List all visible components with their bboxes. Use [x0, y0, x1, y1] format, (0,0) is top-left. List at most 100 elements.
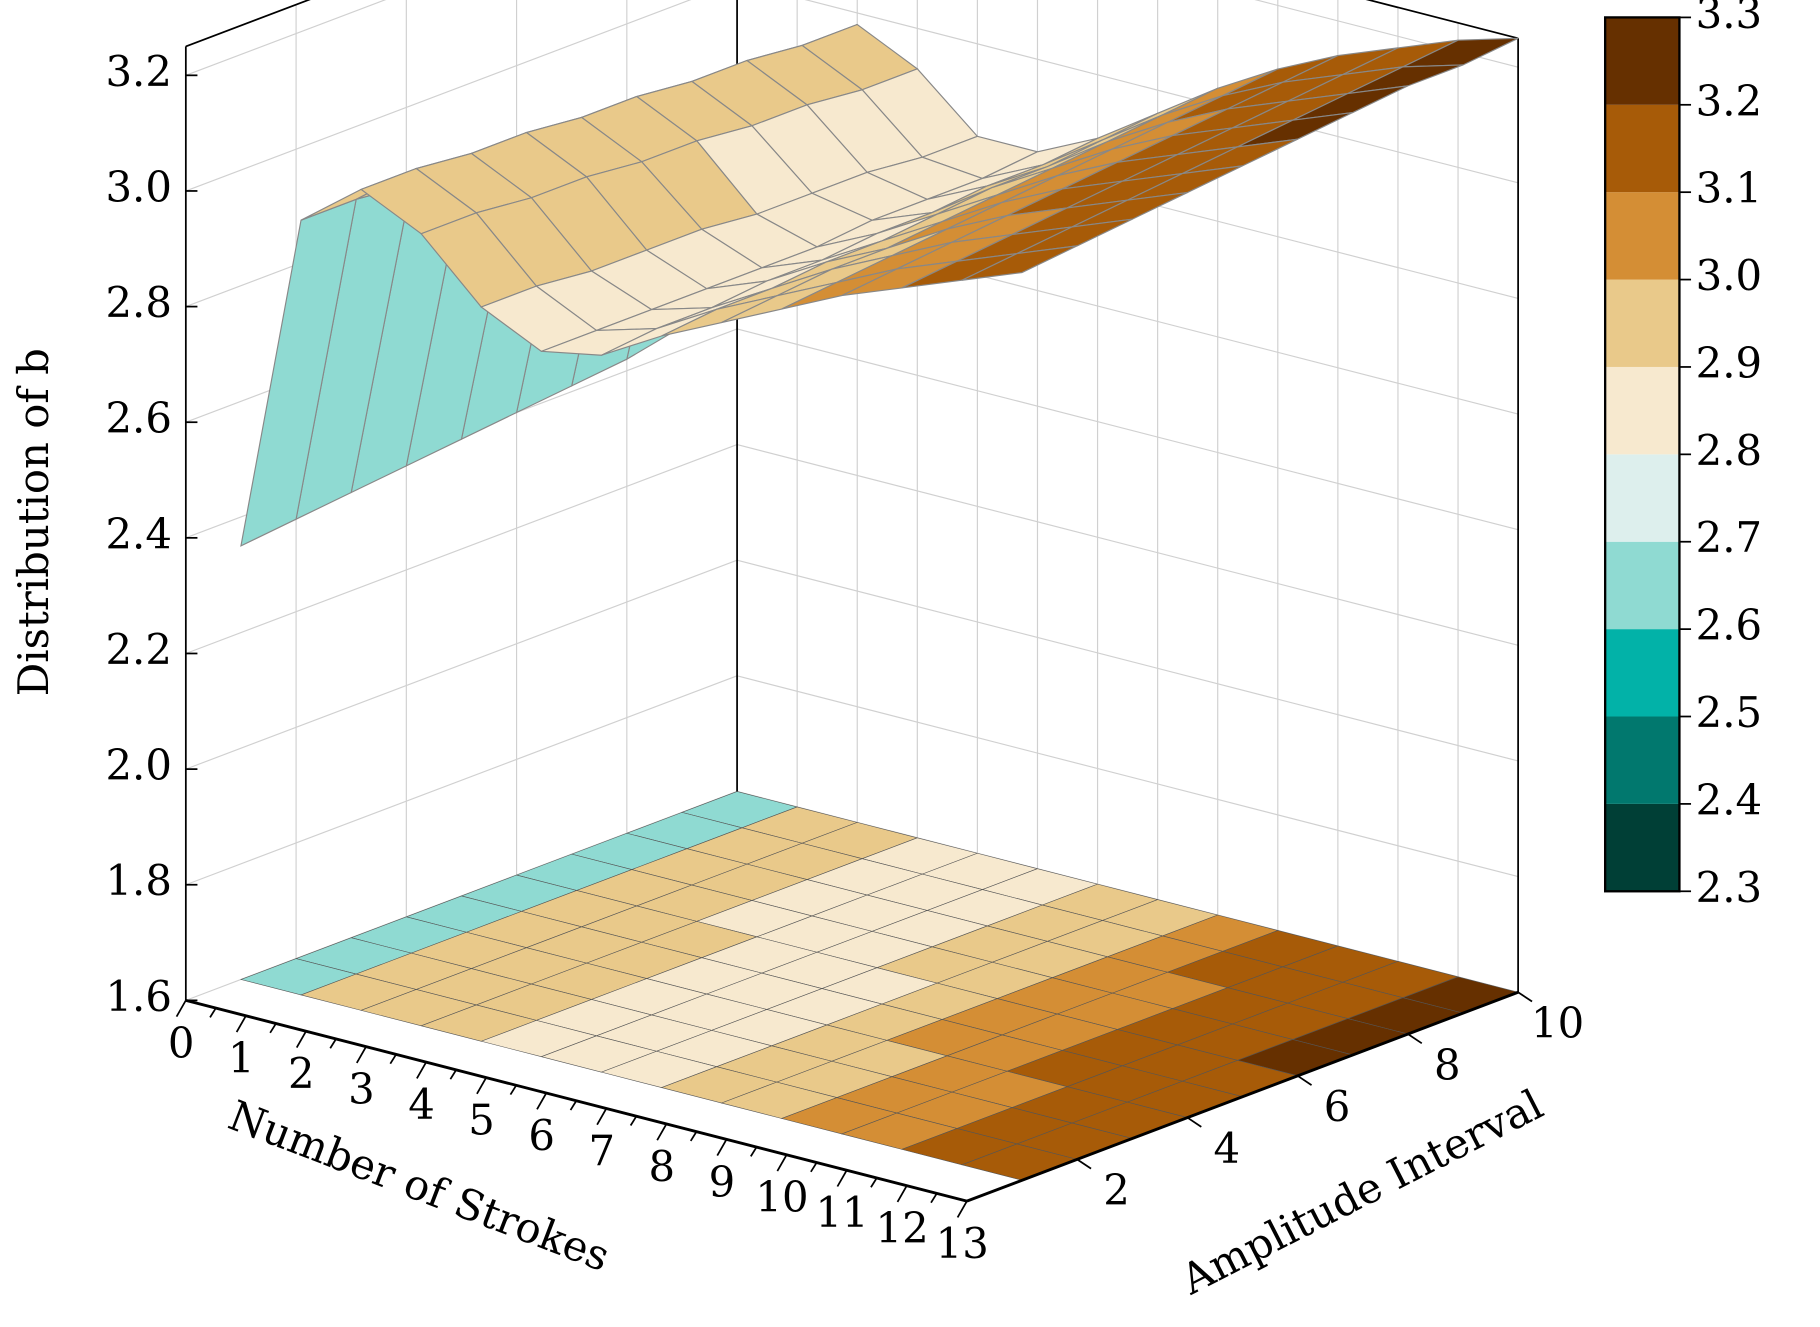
z-tick-label: 2.2: [105, 625, 171, 674]
tick-mark: [295, 1030, 307, 1048]
y-tick-label: 10: [1531, 999, 1584, 1048]
axis-line: [1365, 0, 1519, 40]
z-tick-label: 3.0: [105, 162, 171, 211]
grid-line: [1254, 0, 1519, 68]
colorbar-tick-label: 3.0: [1696, 251, 1762, 300]
tick-mark: [716, 1138, 728, 1157]
grid-line: [804, 0, 1519, 184]
tick-mark: [896, 1185, 908, 1203]
colorbar-segment: [1605, 192, 1680, 280]
minor-tick: [750, 1146, 758, 1157]
y-tick-label: 2: [1103, 1166, 1130, 1215]
z-tick-label: 1.6: [105, 972, 171, 1021]
axis-line: [966, 990, 1519, 1203]
minor-tick: [269, 1023, 277, 1034]
grid-line: [185, 675, 738, 886]
colorbar-tick-label: 2.3: [1696, 863, 1762, 912]
colorbar-tick-label: 2.7: [1696, 513, 1762, 562]
z-tick-label: 2.6: [105, 394, 171, 443]
x-tick-label: 3: [348, 1065, 375, 1114]
x-tick-label: 13: [936, 1219, 989, 1268]
x-tick-label: 6: [528, 1111, 555, 1160]
x-tick-label: 4: [408, 1080, 435, 1129]
grid-line: [185, 0, 387, 76]
colorbar-segment: [1605, 629, 1680, 717]
colorbar-tick-label: 3.1: [1696, 164, 1762, 213]
colorbar-segment: [1605, 454, 1680, 542]
x-tick-label: 5: [468, 1096, 495, 1145]
minor-tick: [689, 1131, 698, 1142]
tick-mark: [1186, 1116, 1202, 1128]
x-tick-label: 10: [755, 1173, 808, 1222]
grid-line: [185, 0, 692, 192]
tick-mark: [776, 1154, 788, 1172]
grid-line: [736, 328, 1519, 531]
minor-tick: [509, 1084, 518, 1096]
y-tick-label: 6: [1324, 1082, 1351, 1131]
colorbar-tick-label: 2.8: [1696, 426, 1762, 475]
minor-tick: [389, 1053, 397, 1065]
minor-tick: [329, 1038, 337, 1049]
tick-mark: [1076, 1158, 1092, 1170]
grid-line: [736, 559, 1519, 762]
tick-mark: [476, 1077, 487, 1095]
axis-line: [185, 998, 968, 1203]
tick-mark: [956, 1200, 968, 1218]
colorbar-tick-label: 3.2: [1696, 76, 1762, 125]
x-tick-label: 2: [288, 1049, 315, 1098]
minor-tick: [810, 1162, 818, 1173]
colorbar-segment: [1605, 17, 1680, 105]
tick-mark: [656, 1123, 668, 1141]
x-tick-label: 1: [228, 1034, 255, 1083]
grid-line: [736, 675, 1519, 878]
tick-mark: [596, 1108, 608, 1126]
colorbar-segment: [1605, 366, 1680, 455]
tick-mark: [1407, 1033, 1423, 1045]
tick-mark: [356, 1046, 367, 1064]
colorbar-segment: [1605, 104, 1680, 193]
z-axis-title: Distribution of b: [9, 348, 58, 696]
colorbar-segment: [1605, 279, 1680, 367]
x-tick-label: 12: [876, 1204, 929, 1253]
x-tick-label: 0: [168, 1018, 195, 1067]
x-tick-label: 9: [709, 1157, 736, 1206]
axis-line: [185, 0, 311, 48]
colorbar-segment: [1605, 541, 1680, 630]
x-tick-label: 8: [649, 1142, 676, 1191]
tick-mark: [536, 1092, 548, 1110]
y-axis-title: Amplitude Interval: [1172, 1080, 1550, 1305]
z-tick-label: 1.8: [105, 856, 171, 905]
z-tick-label: 2.4: [105, 509, 171, 558]
tick-mark: [175, 999, 187, 1018]
tick-mark: [1297, 1075, 1313, 1086]
z-tick-label: 2.0: [105, 741, 171, 790]
minor-tick: [209, 1007, 217, 1018]
y-tick-label: 4: [1214, 1124, 1241, 1173]
minor-tick: [449, 1069, 457, 1080]
tick-mark: [235, 1015, 247, 1033]
colorbar-tick-label: 3.3: [1696, 0, 1762, 38]
minor-tick: [569, 1100, 578, 1111]
grid-line: [736, 444, 1519, 646]
grid-line: [185, 444, 738, 655]
tick-mark: [836, 1169, 848, 1187]
minor-tick: [629, 1115, 638, 1126]
x-tick-label: 7: [588, 1126, 615, 1175]
surface-cell: [961, 245, 1078, 281]
x-tick-label: 11: [815, 1188, 868, 1237]
grid-line: [185, 559, 738, 770]
tick-mark: [416, 1061, 427, 1079]
colorbar-tick-label: 2.5: [1696, 688, 1762, 737]
minor-tick: [870, 1177, 878, 1188]
z-tick-label: 2.8: [105, 278, 171, 327]
colorbar-segment: [1605, 716, 1680, 804]
z-tick-label: 3.2: [105, 47, 171, 96]
minor-tick: [930, 1192, 938, 1204]
tick-mark: [1517, 991, 1533, 1003]
colorbar-tick-label: 2.4: [1696, 775, 1762, 824]
colorbar-tick-label: 2.9: [1696, 338, 1762, 387]
colorbar-tick-label: 2.6: [1696, 601, 1762, 650]
colorbar-segment: [1605, 803, 1680, 892]
